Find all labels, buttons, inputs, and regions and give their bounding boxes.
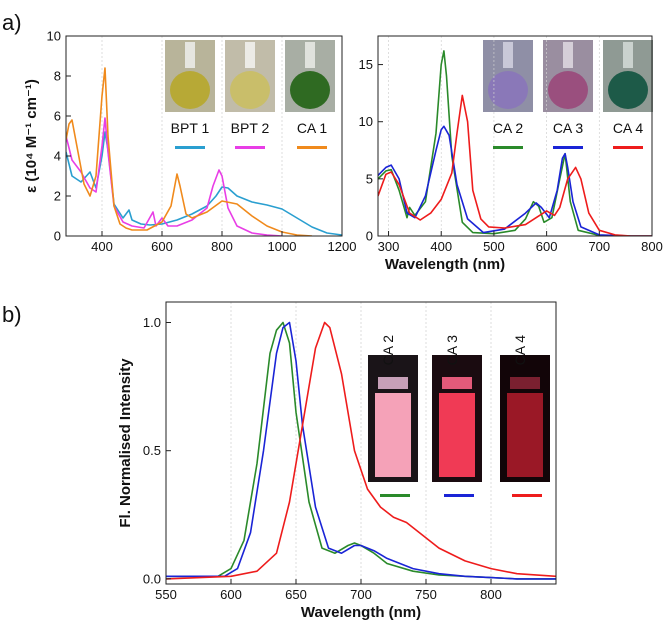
legend-swatch-a-right-ca-3 — [553, 146, 583, 149]
x-tick-label-a-left-2: 800 — [211, 239, 233, 254]
charts-layer: 400 600 800 1000 1200 0 2 4 6 8 10 ε (10⁴ M⁻¹ cm⁻¹)… — [23, 29, 663, 622]
series-line-a-right-ca-4 — [378, 94, 652, 236]
series-line-b-ca-2 — [166, 321, 556, 580]
x-tick-label-a-left-3: 1000 — [268, 239, 297, 254]
legend-swatch-b-ca-3 — [444, 494, 474, 497]
panel-label-a: a) — [2, 10, 22, 35]
legend-label-b-ca-3: CA 3 — [444, 335, 460, 366]
legend-swatch-a-left-bpt-2 — [235, 146, 265, 149]
panel-label-b: b) — [2, 302, 22, 327]
y-tick-label-a-left-5: 10 — [47, 29, 61, 44]
chart-b: 550 600 650 700 750 800 0.0 0.5 1.0 Wavelength (n… — [117, 301, 557, 621]
cuvette-photo-ca4 — [500, 355, 550, 482]
legend-swatch-a-right-ca-2 — [493, 146, 523, 149]
legend-swatch-b-ca-2 — [380, 494, 410, 497]
x-tick-label-a-right-3: 600 — [536, 239, 558, 254]
x-tick-label-a-right-5: 800 — [641, 239, 663, 254]
legend-label-a-left-bpt-1: BPT 1 — [171, 120, 210, 136]
y-axis-title-b: Fl. Normalised Intensity — [117, 358, 134, 528]
flask-photo-bpt2 — [225, 40, 275, 112]
series-line-a-left-ca-1 — [66, 67, 313, 236]
x-axis-title-a-right: Wavelength (nm) — [385, 256, 505, 273]
photo-group-a-left — [165, 40, 335, 112]
x-tick-label-a-left-4: 1200 — [328, 239, 357, 254]
x-tick-label-b-1: 600 — [220, 587, 242, 602]
series-line-b-ca-3 — [166, 321, 556, 580]
legend-swatch-a-right-ca-4 — [613, 146, 643, 149]
x-tick-label-a-right-1: 400 — [430, 239, 452, 254]
x-tick-label-a-right-2: 500 — [483, 239, 505, 254]
plot-frame-a-left — [65, 35, 343, 237]
flask-photo-bpt1 — [165, 40, 215, 112]
y-tick-label-a-right-0: 0 — [366, 229, 373, 244]
legend-label-b-ca-2: CA 2 — [380, 335, 396, 366]
legend-label-a-right-ca-2: CA 2 — [493, 120, 524, 136]
flask-photo-ca3 — [543, 40, 593, 112]
y-tick-label-a-left-0: 0 — [54, 229, 61, 244]
legend-label-a-left-bpt-2: BPT 2 — [231, 120, 270, 136]
y-tick-label-a-left-1: 2 — [54, 189, 61, 204]
x-axis-title-b: Wavelength (nm) — [301, 604, 421, 621]
x-tick-label-b-4: 750 — [415, 587, 437, 602]
x-tick-label-b-3: 700 — [350, 587, 372, 602]
y-tick-label-a-right-3: 15 — [359, 57, 373, 72]
y-axis-title-a-left: ε (10⁴ M⁻¹ cm⁻¹) — [23, 79, 40, 193]
legend-label-a-right-ca-3: CA 3 — [553, 120, 584, 136]
photo-group-a-right — [483, 40, 653, 112]
y-tick-label-b-1: 0.5 — [143, 443, 161, 458]
photo-group-b — [368, 355, 550, 482]
legend-swatch-a-left-bpt-1 — [175, 146, 205, 149]
x-tick-label-b-0: 550 — [155, 587, 177, 602]
plot-frame-a-right — [377, 35, 653, 237]
legend-swatch-b-ca-4 — [512, 494, 542, 497]
legend-swatch-a-left-ca-1 — [297, 146, 327, 149]
cuvette-photo-ca3 — [432, 355, 482, 482]
y-tick-label-a-right-1: 5 — [366, 171, 373, 186]
x-tick-label-a-right-0: 300 — [378, 239, 400, 254]
legend-label-a-right-ca-4: CA 4 — [613, 120, 644, 136]
chart-a-left: 400 600 800 1000 1200 0 2 4 6 8 10 ε (10⁴ M⁻¹ cm⁻¹)… — [23, 29, 356, 255]
flask-photo-ca2 — [483, 40, 533, 112]
y-tick-label-a-left-3: 6 — [54, 109, 61, 124]
legend-label-b-ca-4: CA 4 — [512, 335, 528, 366]
x-tick-label-b-2: 650 — [285, 587, 307, 602]
flask-photo-ca1 — [285, 40, 335, 112]
y-tick-label-a-left-2: 4 — [54, 149, 61, 164]
cuvette-photo-ca2 — [368, 355, 418, 482]
y-tick-label-b-2: 1.0 — [143, 315, 161, 330]
x-tick-label-b-5: 800 — [480, 587, 502, 602]
flask-photo-ca4 — [603, 40, 653, 112]
y-tick-label-b-0: 0.0 — [143, 571, 161, 586]
chart-a-right: 300 400 500 600 700 800 0 5 10 15 Wavelength (nm) C… — [359, 35, 663, 273]
x-tick-label-a-left-1: 600 — [151, 239, 173, 254]
x-tick-label-a-left-0: 400 — [91, 239, 113, 254]
y-tick-label-a-right-2: 10 — [359, 114, 373, 129]
legend-label-a-left-ca-1: CA 1 — [297, 120, 328, 136]
series-line-a-right-ca-3 — [378, 125, 652, 236]
x-tick-label-a-right-4: 700 — [588, 239, 610, 254]
y-tick-label-a-left-4: 8 — [54, 69, 61, 84]
series-line-b-ca-4 — [166, 321, 556, 580]
